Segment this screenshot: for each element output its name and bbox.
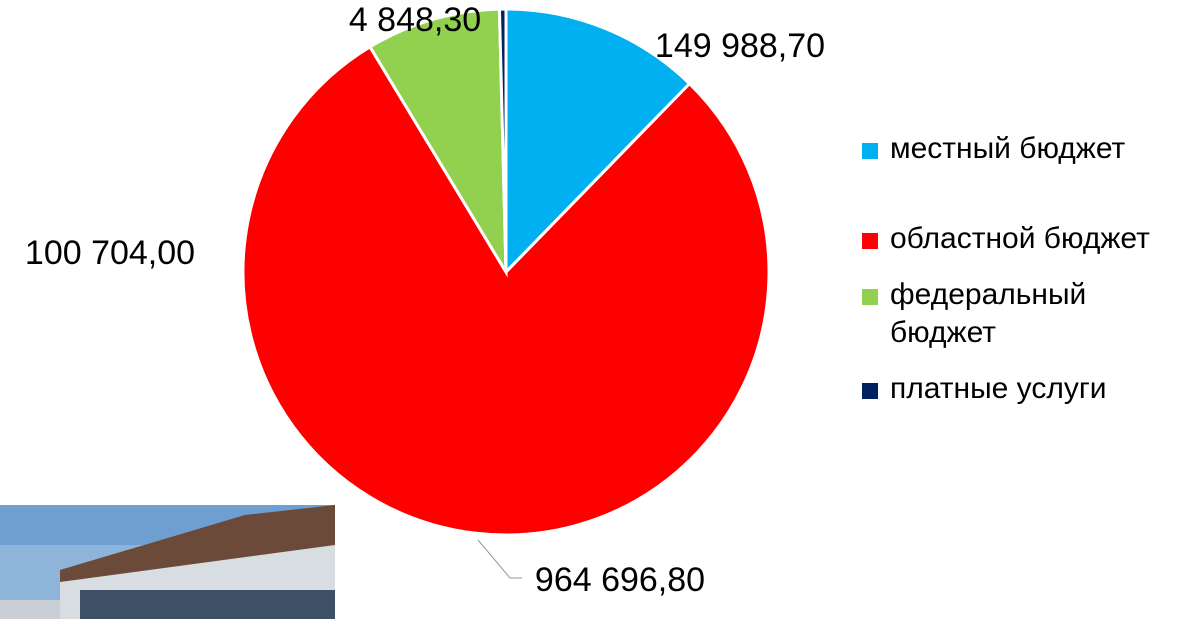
legend-item: областной бюджет — [858, 220, 1150, 258]
pie-slice — [497, 7, 508, 273]
pie-slice — [241, 44, 771, 537]
legend-label: областной бюджет — [890, 222, 1150, 255]
leader-line — [477, 539, 522, 579]
photo — [0, 505, 335, 619]
legend-swatch — [862, 383, 878, 399]
legend: местный бюджет областной бюджет федеральны… — [858, 130, 1198, 408]
legend-label: платные услуги — [890, 372, 1107, 405]
legend-label: федеральный бюджет — [890, 278, 1087, 349]
legend-swatch — [862, 233, 878, 249]
legend-item: платные услуги — [858, 370, 1204, 408]
data-label: 4 848,30 — [349, 1, 481, 39]
legend-item: федеральный бюджет — [858, 276, 1150, 352]
pie-slice — [504, 7, 692, 276]
legend-swatch — [862, 143, 878, 159]
legend-swatch — [862, 289, 878, 305]
pie-slice — [367, 7, 508, 278]
data-label: 149 988,70 — [655, 27, 825, 65]
data-label: 100 704,00 — [25, 234, 195, 272]
data-label: 964 696,80 — [535, 561, 705, 599]
legend-label: местный бюджет — [890, 132, 1126, 165]
legend-item: местный бюджет — [858, 130, 1204, 168]
